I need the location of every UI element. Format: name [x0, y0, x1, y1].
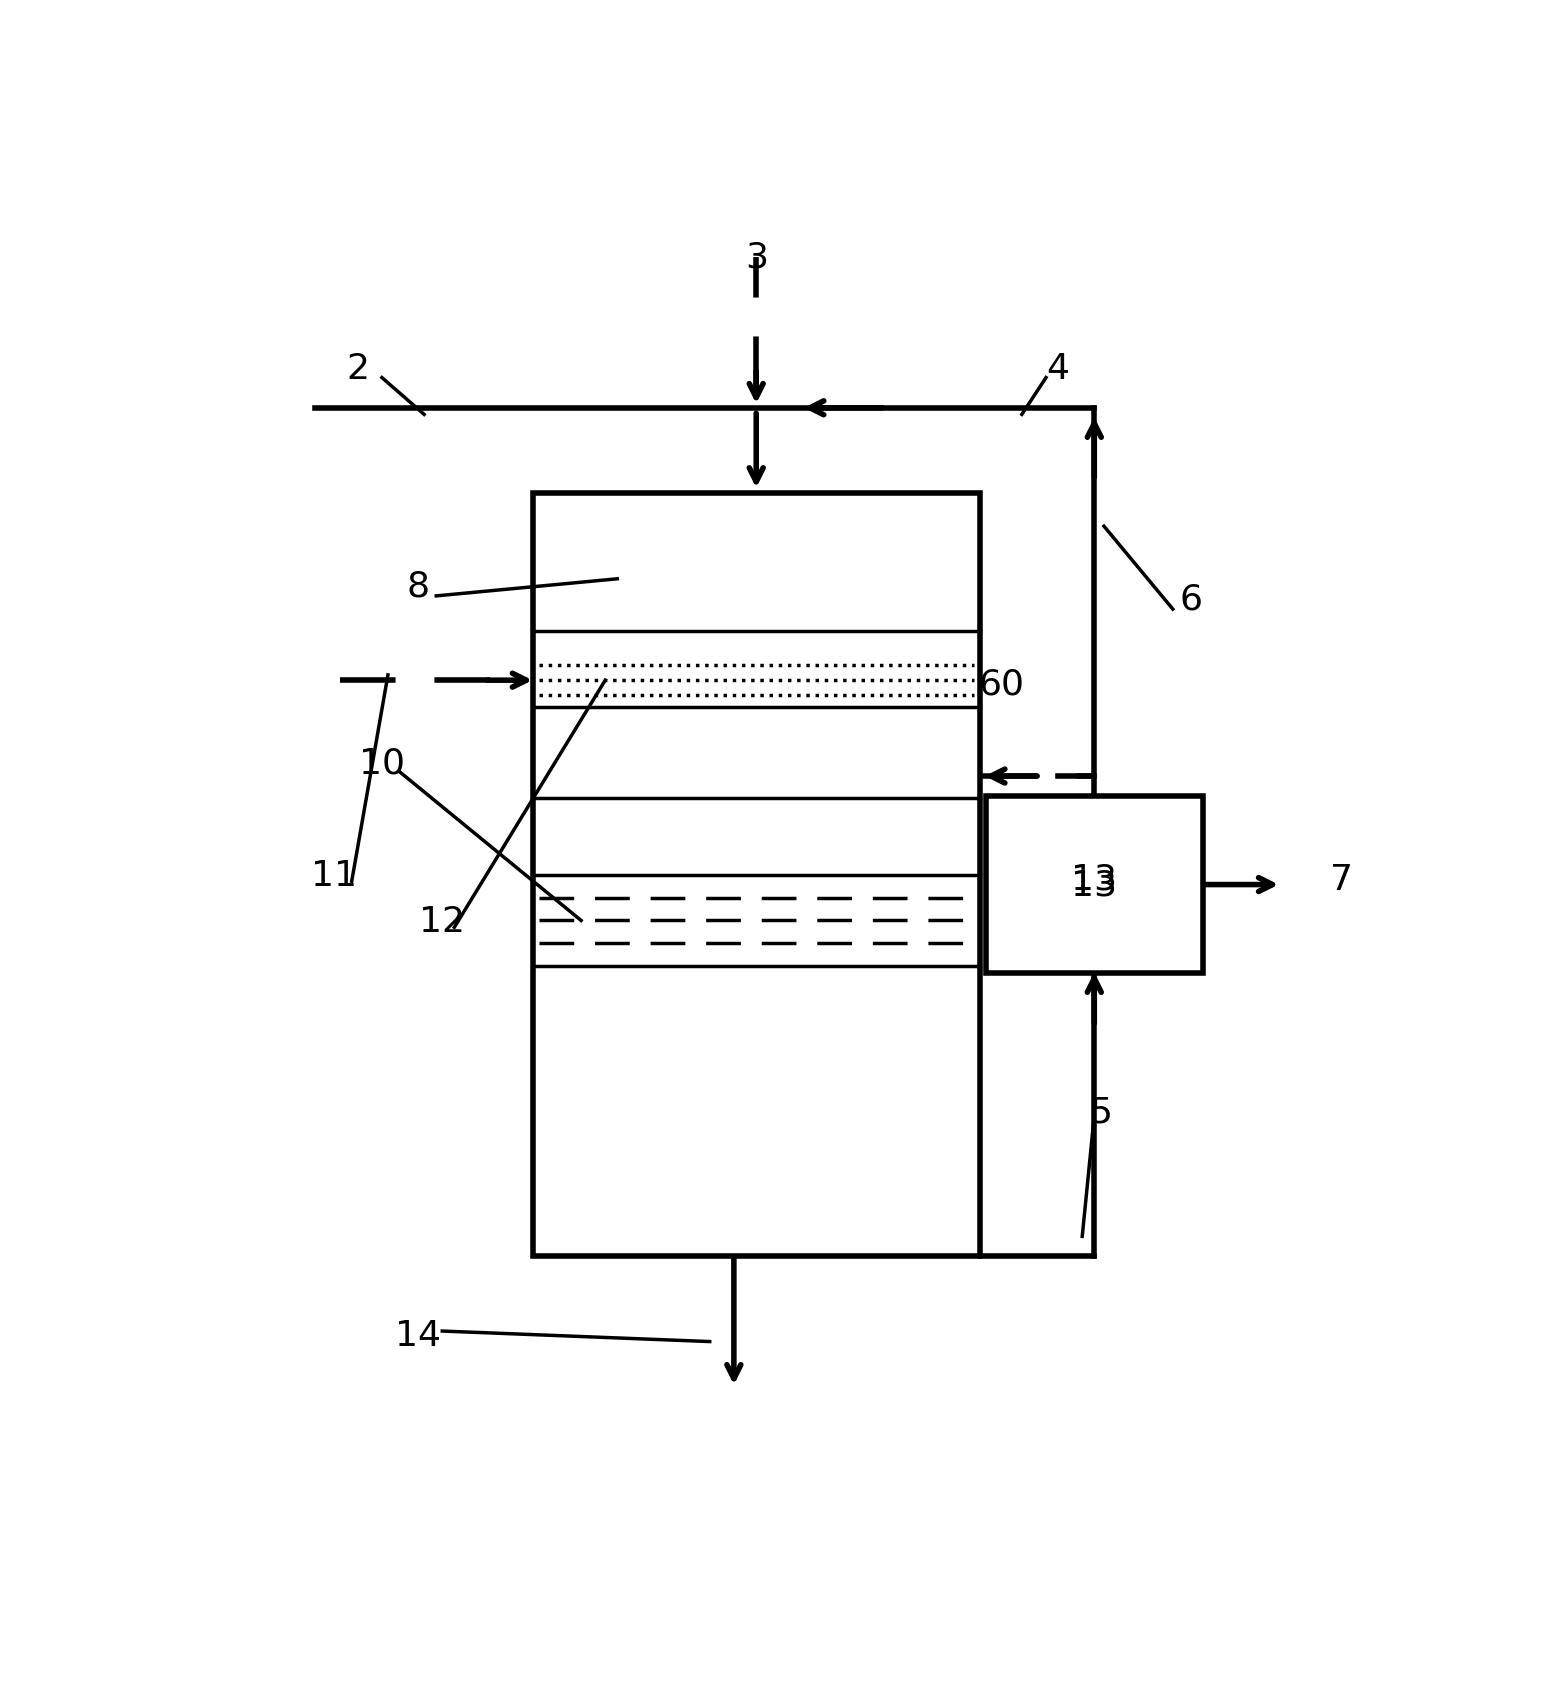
Text: 10: 10 [358, 746, 405, 780]
Bar [533, 493, 980, 1256]
Text: 2: 2 [346, 352, 369, 386]
Text: 12: 12 [419, 905, 466, 939]
Text: 14: 14 [396, 1318, 441, 1352]
Text: 5: 5 [1089, 1094, 1112, 1128]
Text: 13: 13 [1072, 869, 1117, 901]
Text: 11: 11 [310, 859, 357, 893]
Text: 8: 8 [407, 568, 430, 603]
Text: 7: 7 [1331, 862, 1354, 896]
Bar [986, 795, 1203, 973]
Text: 13: 13 [1072, 862, 1117, 896]
Text: 4: 4 [1047, 352, 1070, 386]
Text: 60: 60 [978, 667, 1024, 702]
Text: 3: 3 [745, 241, 768, 275]
Text: 6: 6 [1179, 582, 1203, 616]
